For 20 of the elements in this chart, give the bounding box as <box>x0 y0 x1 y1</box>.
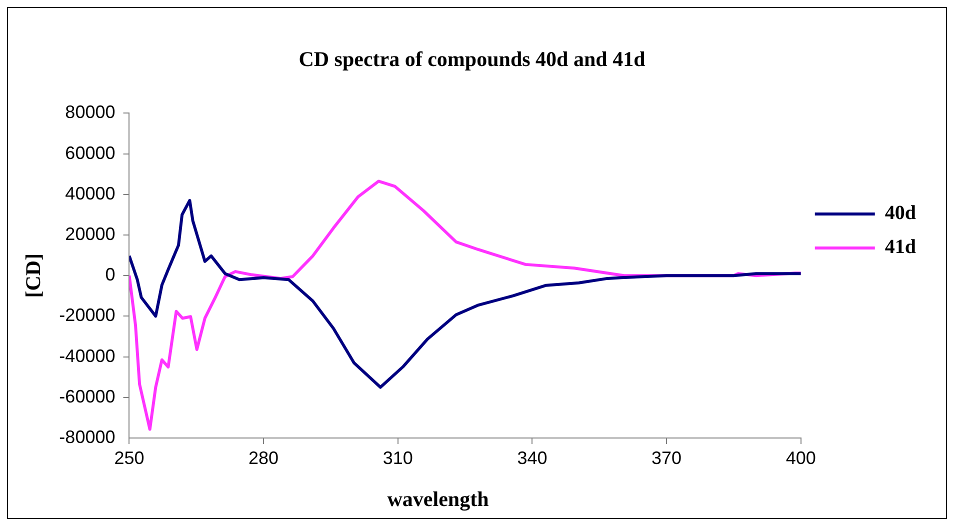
y-tick-label: 0 <box>105 264 116 285</box>
chart-title: CD spectra of compounds 40d and 41d <box>298 47 646 72</box>
x-axis-title: wavelength <box>386 487 490 512</box>
y-axis-title: [CD] <box>21 253 46 298</box>
y-tick-label: -40000 <box>59 346 116 366</box>
y-tick-label: -60000 <box>59 386 116 406</box>
y-tick-label: -80000 <box>59 426 116 447</box>
y-tick-label: 40000 <box>65 183 116 204</box>
legend-label: 41d <box>884 236 916 258</box>
y-tick-label: 60000 <box>65 142 116 163</box>
x-tick-label: 370 <box>652 448 682 468</box>
x-tick-label: 280 <box>248 448 279 468</box>
x-tick-label: 250 <box>114 448 144 468</box>
legend-label: 40d <box>884 202 916 224</box>
x-tick-label: 340 <box>517 448 548 468</box>
y-tick-label: 80000 <box>65 102 116 122</box>
x-tick-label: 400 <box>786 448 816 468</box>
y-tick-label: -20000 <box>59 305 116 326</box>
y-tick-label: 20000 <box>65 224 116 244</box>
x-tick-label: 310 <box>382 448 413 468</box>
